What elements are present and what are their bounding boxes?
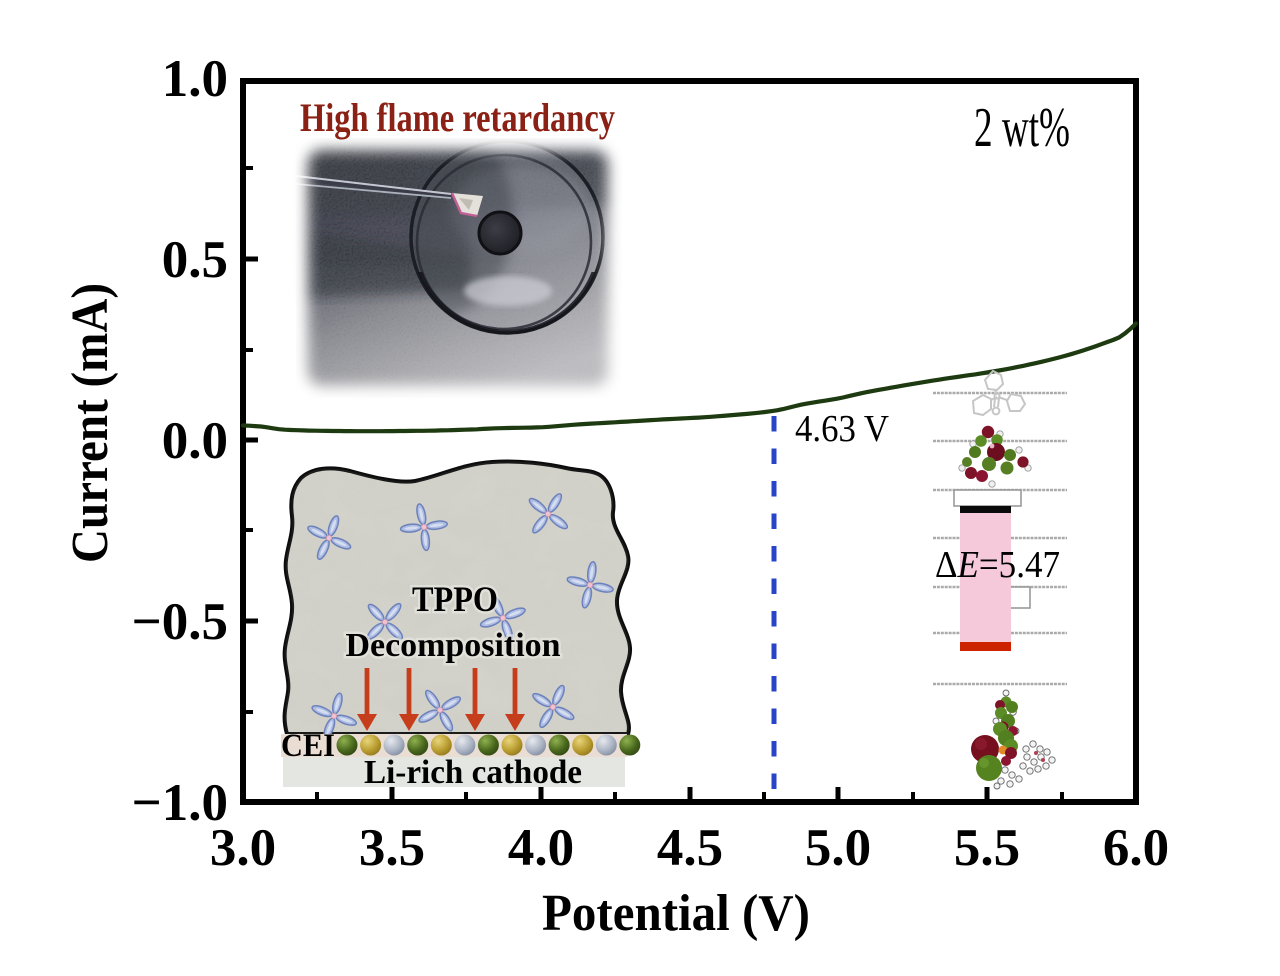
svg-text:5.0: 5.0 (805, 819, 871, 877)
svg-text:0.5: 0.5 (162, 231, 228, 289)
svg-text:1.0: 1.0 (162, 50, 228, 108)
svg-text:−1.0: −1.0 (132, 774, 228, 832)
svg-text:ΔE=5.47: ΔE=5.47 (935, 544, 1060, 586)
svg-text:6.0: 6.0 (1103, 819, 1169, 877)
svg-text:2 wt%: 2 wt% (974, 97, 1070, 159)
svg-text:4.5: 4.5 (657, 819, 723, 877)
svg-text:TPPO: TPPO (412, 579, 498, 619)
svg-text:Decomposition: Decomposition (346, 627, 561, 664)
svg-text:Current (mA): Current (mA) (62, 283, 119, 563)
svg-text:3.5: 3.5 (359, 819, 425, 877)
svg-text:−0.5: −0.5 (132, 593, 228, 651)
svg-text:4.0: 4.0 (508, 819, 574, 877)
svg-text:TPPO: TPPO (412, 579, 498, 619)
svg-text:Decomposition: Decomposition (346, 627, 561, 664)
svg-text:CEI: CEI (281, 728, 335, 764)
svg-text:3.0: 3.0 (210, 819, 276, 877)
svg-text:Li-rich cathode: Li-rich cathode (364, 754, 582, 791)
svg-text:5.5: 5.5 (954, 819, 1020, 877)
svg-text:High flame retardancy: High flame retardancy (300, 95, 615, 140)
svg-text:4.63 V: 4.63 V (795, 408, 890, 450)
svg-text:0.0: 0.0 (162, 412, 228, 470)
svg-text:Potential (V): Potential (V) (542, 885, 810, 942)
